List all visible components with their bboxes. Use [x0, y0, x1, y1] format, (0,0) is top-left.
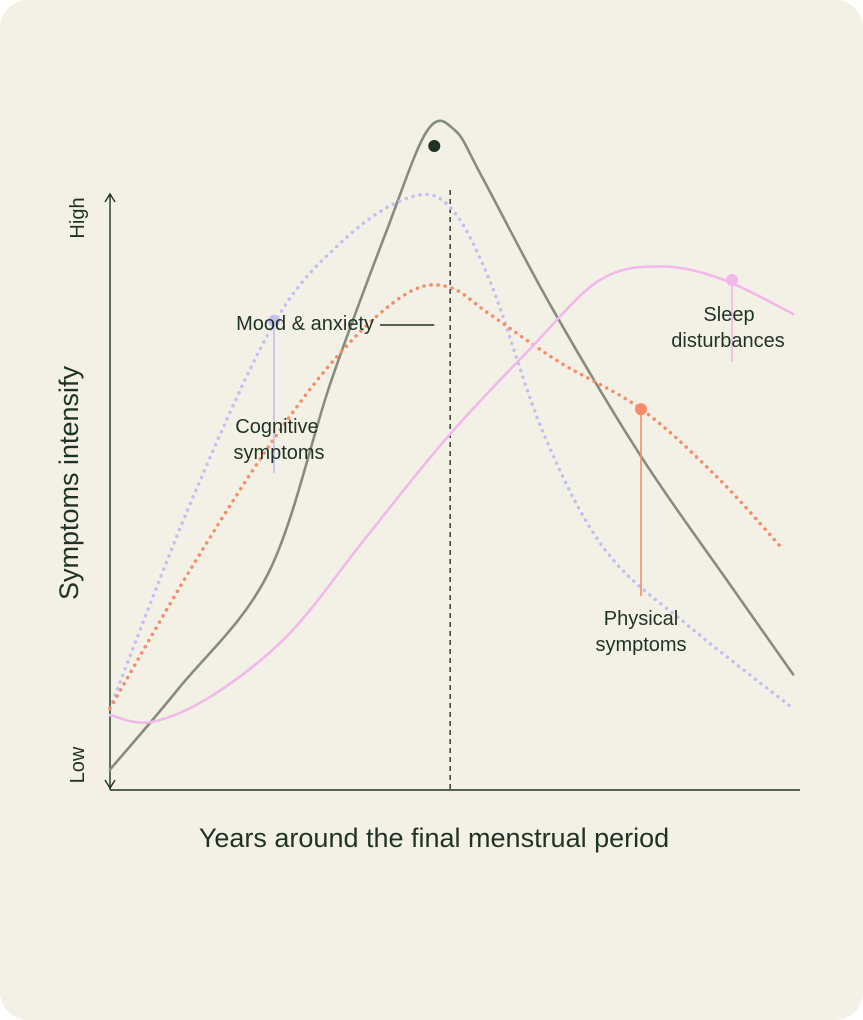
y-tick-high: High	[67, 197, 89, 238]
y-axis-label: Symptoms intensify	[54, 365, 84, 600]
x-axis-label: Years around the final menstrual period	[199, 823, 669, 853]
label-sleep-line1: Sleep	[703, 304, 754, 326]
axes	[104, 192, 800, 791]
series-line-mood-anxiety	[108, 119, 795, 771]
series-layer	[108, 119, 795, 771]
y-axis-arrow-top	[104, 192, 116, 203]
label-cognitive-line2: symptoms	[233, 442, 324, 464]
label-mood-anxiety: Mood & anxiety	[236, 313, 374, 335]
marker-layer	[268, 140, 738, 416]
label-physical-line2: symptoms	[595, 634, 686, 656]
marker-cognitive-symptoms	[268, 314, 280, 327]
series-line-physical-symptoms	[108, 283, 782, 711]
label-physical-line1: Physical	[604, 608, 678, 630]
series-line-sleep-disturbances	[108, 265, 795, 725]
marker-mood-anxiety	[428, 140, 441, 153]
connector-layer	[273, 280, 733, 596]
series-line-cognitive-symptoms	[108, 192, 795, 711]
marker-sleep-disturbances	[726, 274, 738, 286]
label-cognitive-line1: Cognitive	[235, 416, 318, 438]
label-sleep-line2: disturbances	[671, 330, 784, 352]
y-tick-low: Low	[67, 746, 89, 783]
marker-physical-symptoms	[635, 403, 647, 416]
y-axis-arrow-bottom	[104, 779, 116, 790]
